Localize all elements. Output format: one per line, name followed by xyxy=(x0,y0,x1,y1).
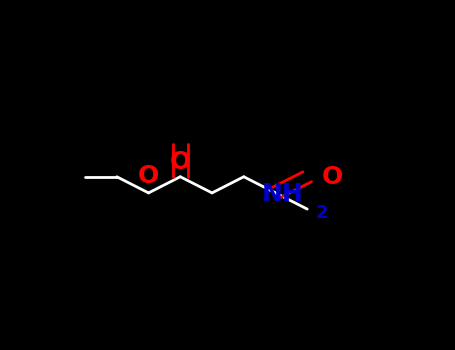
Text: O: O xyxy=(170,150,191,174)
Text: NH: NH xyxy=(262,182,304,206)
Text: 2: 2 xyxy=(316,204,329,222)
Text: O: O xyxy=(138,163,159,188)
Text: O: O xyxy=(321,165,343,189)
